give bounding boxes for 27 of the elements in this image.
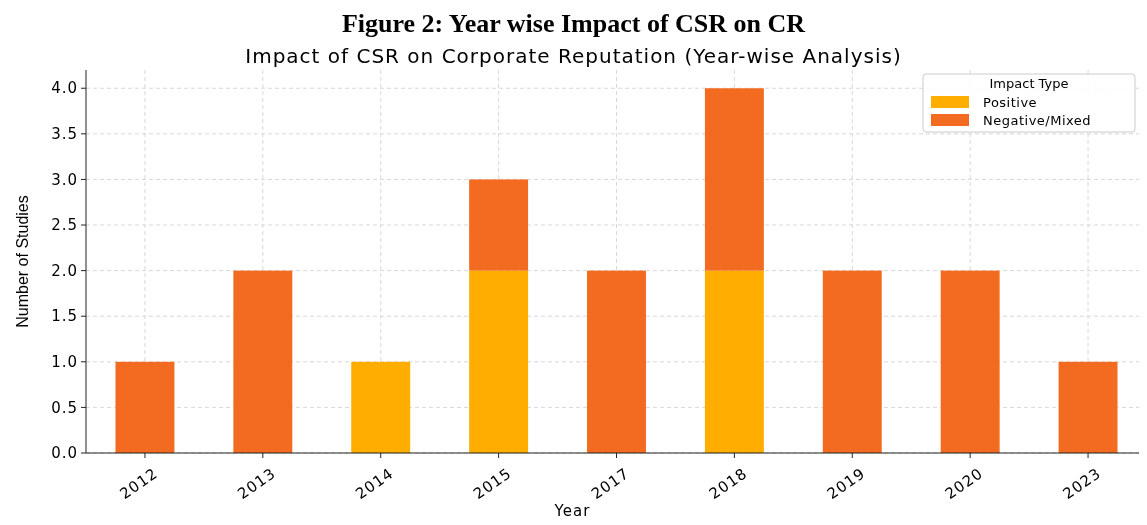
bar (587, 270, 646, 453)
y-tick-label: 4.0 (51, 79, 78, 98)
bar (822, 270, 882, 453)
y-tick-label: 0.5 (51, 398, 78, 417)
bar (469, 270, 529, 453)
y-tick-label: 2.5 (51, 216, 78, 235)
legend-label: Positive (983, 94, 1038, 110)
chart-subtitle: Impact of CSR on Corporate Reputation (Year-wise Analysis) (245, 44, 902, 68)
bar (233, 270, 293, 453)
y-tick-label: 3.5 (51, 125, 78, 144)
bar (704, 270, 764, 453)
legend-label: Negative/Mixed (983, 112, 1092, 128)
bar (1058, 361, 1118, 453)
bar (704, 88, 764, 271)
y-tick-label: 1.5 (51, 307, 78, 326)
legend-title: Impact Type (989, 76, 1069, 91)
y-tick-label: 2.0 (51, 261, 78, 280)
chart-title: Figure 2: Year wise Impact of CSR on CR (341, 9, 806, 38)
y-tick-label: 0.0 (51, 444, 78, 463)
bar (115, 361, 175, 453)
x-axis-title: Year (553, 502, 591, 520)
bar (469, 179, 529, 271)
y-tick-label: 3.0 (51, 170, 78, 189)
y-axis-title: Number of Studies (14, 195, 31, 328)
bar (351, 361, 411, 453)
y-tick-label: 1.0 (51, 353, 78, 372)
bar (940, 270, 1000, 453)
